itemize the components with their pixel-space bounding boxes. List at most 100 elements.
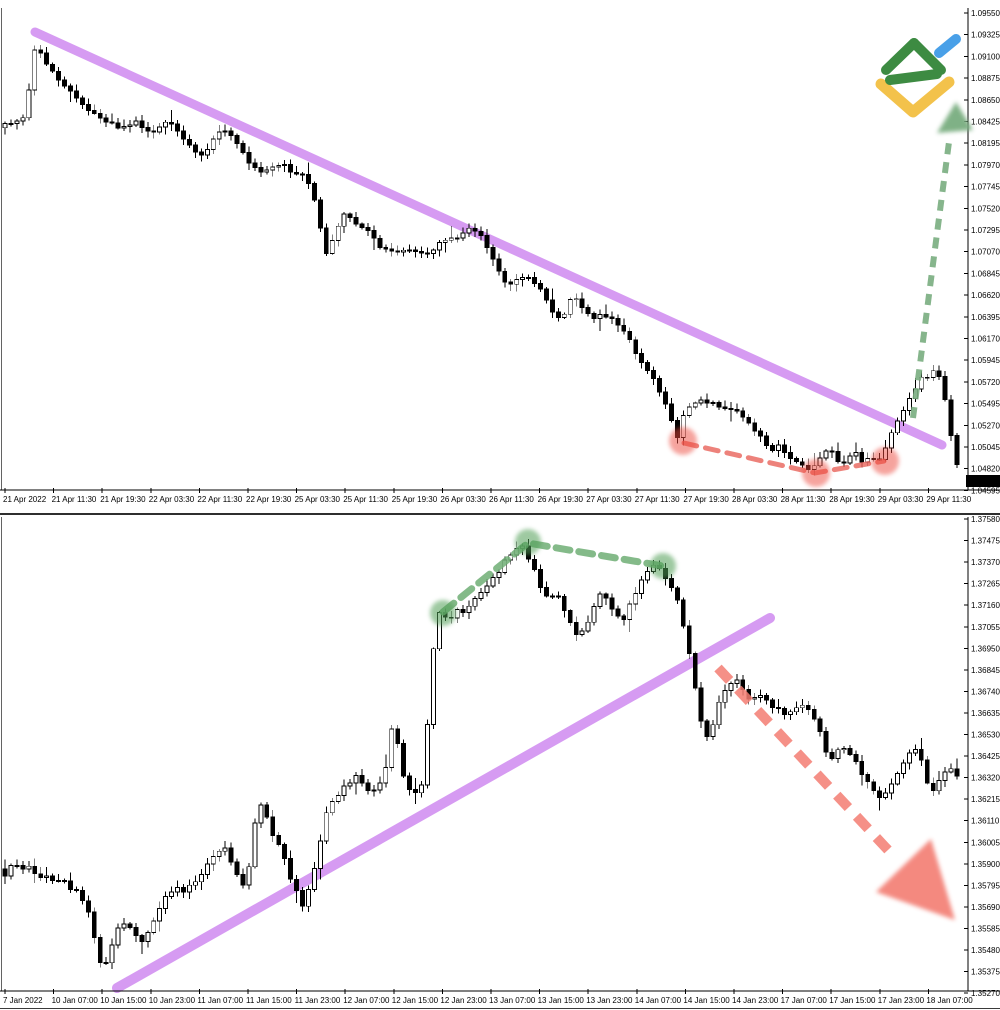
broker-logo-stroke: [881, 38, 919, 75]
candle-body: [419, 784, 424, 794]
time-axis-label: 12 Jan 07:00: [343, 996, 390, 1005]
candle-body: [151, 130, 157, 133]
candle-body: [948, 399, 954, 436]
candle-body: [38, 873, 44, 879]
time-axis-label: 21 Apr 2022: [3, 495, 47, 504]
candle-body: [567, 610, 573, 623]
candle-body: [389, 248, 395, 252]
chart-panel-bottom: 1.37580 1.37475 1.37370 1.37265 1.37160 1.370…: [0, 515, 1000, 1010]
price-axis-label: 1.07745: [971, 183, 1000, 192]
candle-body: [555, 595, 561, 598]
time-axis-label: 17 Jan 07:00: [781, 996, 828, 1005]
candle-body: [448, 237, 454, 241]
candle-body: [323, 227, 329, 254]
price-axis-label: 1.37265: [971, 580, 1000, 589]
candle-body: [942, 376, 948, 401]
candle-body: [853, 753, 859, 763]
candle-body: [692, 402, 698, 408]
candle-body: [532, 276, 537, 284]
candle-body: [496, 572, 502, 578]
time-axis-label: 22 Apr 19:30: [246, 495, 292, 504]
candle-body: [85, 900, 91, 913]
candle-body: [2, 868, 8, 877]
price-axis-label: 1.35795: [971, 881, 1000, 890]
candle-body: [716, 701, 722, 726]
candle-body: [895, 773, 900, 785]
candle-body: [460, 608, 466, 614]
candle-body: [341, 785, 347, 797]
candle-body: [50, 875, 56, 881]
candle-body: [306, 889, 311, 907]
candle-body: [877, 790, 883, 798]
candle-body: [460, 232, 466, 239]
time-axis-label: 13 Jan 07:00: [489, 996, 536, 1005]
candle-body: [264, 804, 270, 818]
candle-body: [936, 779, 942, 792]
window-bottom-border: [0, 1008, 1000, 1009]
candle-body: [258, 804, 264, 824]
candle-body: [73, 90, 79, 99]
price-axis-label: 1.35585: [971, 924, 1000, 933]
candle-body: [329, 240, 335, 254]
candle-body: [478, 230, 484, 236]
candle-body: [657, 378, 662, 393]
candle-body: [799, 704, 805, 709]
candle-body: [442, 239, 448, 244]
time-axis-label: 28 Apr 11:30: [781, 495, 826, 504]
candle-body: [121, 923, 127, 929]
price-axis-label: 1.05495: [971, 400, 1000, 409]
time-axis-label: 26 Apr 11:30: [489, 495, 534, 504]
candle-body: [734, 408, 740, 412]
candle-body: [151, 920, 157, 933]
price-axis-label: 1.36110: [971, 817, 1000, 826]
candle-body: [841, 461, 847, 464]
candle-body: [430, 249, 436, 254]
swing-circle: [802, 459, 830, 487]
candle-body: [609, 597, 615, 610]
candle-body: [728, 683, 734, 692]
candle-body: [377, 782, 383, 791]
price-axis-label: 1.08195: [971, 139, 1000, 148]
candle-body: [139, 120, 145, 129]
candle-body: [192, 144, 198, 153]
candle-body: [787, 452, 793, 459]
candle-body: [698, 687, 704, 722]
candle-body: [770, 445, 775, 451]
trendline: [112, 613, 775, 993]
candle-body: [532, 558, 537, 570]
candle-body: [627, 330, 633, 341]
time-axis-label: 25 Apr 03:30: [295, 495, 341, 504]
candle-body: [597, 593, 603, 607]
candle-body: [454, 237, 460, 240]
candle-body: [252, 822, 258, 868]
candle-body: [430, 648, 436, 726]
candle-body: [817, 718, 823, 732]
time-axis-label: 28 Apr 03:30: [732, 495, 778, 504]
candle-body: [639, 579, 645, 595]
candle-body: [133, 927, 139, 937]
candle-body: [323, 812, 329, 842]
candle-body: [383, 767, 389, 784]
candle-body: [847, 455, 853, 464]
candle-body: [383, 247, 389, 250]
candle-body: [895, 420, 900, 434]
candle-body: [20, 865, 26, 870]
panel-separator: [0, 513, 1000, 515]
candle-body: [234, 861, 240, 875]
candle-body: [192, 881, 198, 886]
candle-body: [538, 283, 543, 290]
time-axis-label: 26 Apr 19:30: [538, 495, 584, 504]
time-axis-label: 12 Jan 15:00: [392, 996, 439, 1005]
candle-body: [419, 251, 424, 254]
time-axis-label: 21 Apr 19:30: [100, 495, 146, 504]
candle-body: [91, 110, 97, 115]
price-axis-label: 1.05045: [971, 443, 1000, 452]
candle-body: [901, 410, 906, 422]
candle-body: [222, 130, 228, 133]
price-axis-label: 1.08425: [971, 118, 1000, 127]
candle-body: [276, 834, 282, 845]
candle-body: [270, 166, 276, 171]
candle-body: [26, 865, 32, 870]
candle-body: [186, 138, 192, 146]
price-axis-label: 1.36005: [971, 838, 1000, 847]
